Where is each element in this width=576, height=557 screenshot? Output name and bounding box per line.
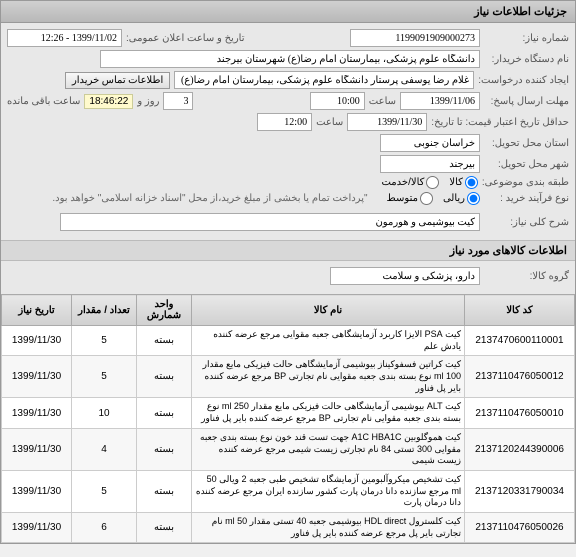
days-input[interactable] bbox=[163, 92, 193, 110]
cell-name: کیت تشخیص میکروآلبومین آزمایشگاه تشخیص ط… bbox=[192, 470, 465, 512]
validity-time-input[interactable] bbox=[257, 113, 312, 131]
need-number-label: شماره نیاز: bbox=[484, 33, 569, 44]
contact-button[interactable]: اطلاعات تماس خریدار bbox=[65, 72, 170, 89]
cell-name: کیت کلسترول HDL direct بیوشیمی جعبه 40 ت… bbox=[192, 512, 465, 542]
cell-code: 2137120331790034 bbox=[465, 470, 575, 512]
table-row[interactable]: 2137110476050026کیت کلسترول HDL direct ب… bbox=[2, 512, 575, 542]
cell-unit: بسته bbox=[137, 512, 192, 542]
cat-khadamat-radio[interactable]: کالا/خدمت bbox=[381, 176, 439, 189]
cell-date: 1399/11/30 bbox=[2, 398, 72, 428]
city-input[interactable] bbox=[380, 155, 480, 173]
cell-qty: 5 bbox=[72, 356, 137, 398]
process-label: نوع فرآیند خرید : bbox=[484, 193, 569, 204]
category-radio-group: کالا کالا/خدمت bbox=[381, 176, 477, 189]
cell-code: 2137110476050012 bbox=[465, 356, 575, 398]
th-unit: واحد شمارش bbox=[137, 295, 192, 326]
validity-date-input[interactable] bbox=[347, 113, 427, 131]
cell-unit: بسته bbox=[137, 356, 192, 398]
cell-date: 1399/11/30 bbox=[2, 512, 72, 542]
general-desc-label: شرح کلی نیاز: bbox=[484, 217, 569, 228]
province-input[interactable] bbox=[380, 134, 480, 152]
remaining-label: ساعت باقی مانده bbox=[7, 96, 80, 107]
th-date: تاریخ نیاز bbox=[2, 295, 72, 326]
deadline-date-input[interactable] bbox=[400, 92, 480, 110]
general-desc-input[interactable] bbox=[60, 213, 480, 231]
cell-qty: 4 bbox=[72, 428, 137, 470]
table-row[interactable]: 2137120244390006کیت هموگلوبین A1C HBA1C … bbox=[2, 428, 575, 470]
group-input[interactable] bbox=[330, 267, 480, 285]
cell-qty: 5 bbox=[72, 470, 137, 512]
cell-date: 1399/11/30 bbox=[2, 326, 72, 356]
rooz-label: روز و bbox=[137, 96, 159, 107]
cell-unit: بسته bbox=[137, 470, 192, 512]
announce-label: تاریخ و ساعت اعلان عمومی: bbox=[126, 33, 245, 44]
cell-unit: بسته bbox=[137, 326, 192, 356]
cell-code: 2137110476050026 bbox=[465, 512, 575, 542]
proc-kam-radio[interactable]: متوسط bbox=[387, 192, 433, 205]
buyer-label: نام دستگاه خریدار: bbox=[484, 54, 569, 65]
th-code: کد کالا bbox=[465, 295, 575, 326]
deadline-label: مهلت ارسال پاسخ: bbox=[484, 96, 569, 107]
process-radio-group: ریالی متوسط bbox=[387, 192, 480, 205]
city-label: شهر محل تحویل: bbox=[484, 159, 569, 170]
cell-name: کیت ALT بیوشیمی آزمایشگاهی حالت فیزیکی م… bbox=[192, 398, 465, 428]
creator-input[interactable] bbox=[174, 71, 474, 89]
cell-name: کیت PSA الایزا کاربرد آزمایشگاهی جعبه مق… bbox=[192, 326, 465, 356]
cell-name: کیت هموگلوبین A1C HBA1C جهت تست قند خون … bbox=[192, 428, 465, 470]
deadline-time-input[interactable] bbox=[310, 92, 365, 110]
cell-date: 1399/11/30 bbox=[2, 356, 72, 398]
province-label: استان محل تحویل: bbox=[484, 138, 569, 149]
cell-unit: بسته bbox=[137, 428, 192, 470]
saat-label-2: ساعت bbox=[316, 117, 343, 128]
table-row[interactable]: 2137110476050010کیت ALT بیوشیمی آزمایشگا… bbox=[2, 398, 575, 428]
cell-name: کیت کراتین فسفوکیناز بیوشیمی آزمایشگاهی … bbox=[192, 356, 465, 398]
cell-unit: بسته bbox=[137, 398, 192, 428]
panel-title: جزئیات اطلاعات نیاز bbox=[1, 1, 575, 23]
th-qty: تعداد / مقدار bbox=[72, 295, 137, 326]
saat-label-1: ساعت bbox=[369, 96, 396, 107]
announce-input[interactable] bbox=[7, 29, 122, 47]
buyer-input[interactable] bbox=[100, 50, 480, 68]
category-label: طبقه بندی موضوعی: bbox=[482, 177, 569, 188]
group-label: گروه کالا: bbox=[484, 271, 569, 282]
validity-label: حداقل تاریخ اعتبار قیمت: تا تاریخ: bbox=[431, 117, 569, 128]
cell-code: 2137120244390006 bbox=[465, 428, 575, 470]
payment-note: "پرداخت تمام یا بخشی از مبلغ خرید،از محل… bbox=[52, 193, 367, 204]
cell-qty: 6 bbox=[72, 512, 137, 542]
cell-date: 1399/11/30 bbox=[2, 428, 72, 470]
cell-code: 2137110476050010 bbox=[465, 398, 575, 428]
table-row[interactable]: 2137470600110001کیت PSA الایزا کاربرد آز… bbox=[2, 326, 575, 356]
need-number-input[interactable] bbox=[350, 29, 480, 47]
th-name: نام کالا bbox=[192, 295, 465, 326]
creator-label: ایجاد کننده درخواست: bbox=[478, 75, 569, 86]
cell-qty: 10 bbox=[72, 398, 137, 428]
countdown-display: 18:46:22 bbox=[84, 94, 133, 109]
cell-qty: 5 bbox=[72, 326, 137, 356]
cat-kala-radio[interactable]: کالا bbox=[449, 176, 478, 189]
proc-ziad-radio[interactable]: ریالی bbox=[443, 192, 480, 205]
table-row[interactable]: 2137120331790034کیت تشخیص میکروآلبومین آ… bbox=[2, 470, 575, 512]
cell-code: 2137470600110001 bbox=[465, 326, 575, 356]
table-row[interactable]: 2137110476050012کیت کراتین فسفوکیناز بیو… bbox=[2, 356, 575, 398]
items-table: کد کالا نام کالا واحد شمارش تعداد / مقدا… bbox=[1, 294, 575, 543]
cell-date: 1399/11/30 bbox=[2, 470, 72, 512]
items-section-title: اطلاعات کالاهای مورد نیاز bbox=[1, 240, 575, 261]
